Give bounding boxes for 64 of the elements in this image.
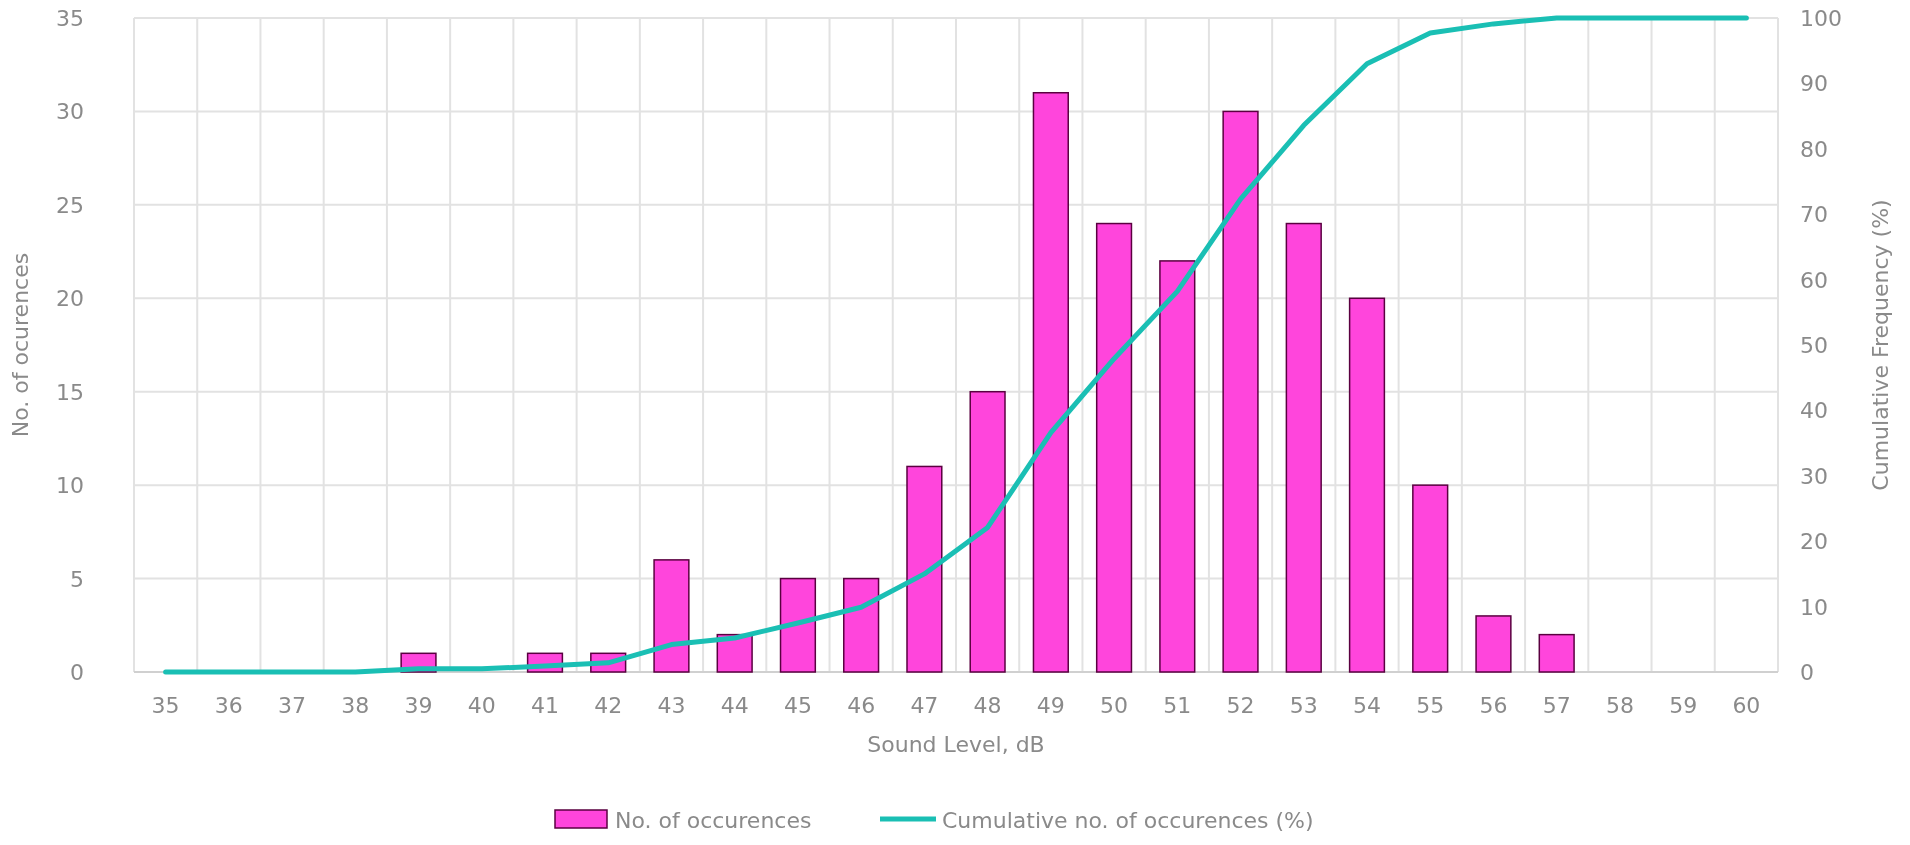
bar <box>969 390 1006 673</box>
x-tick-label: 42 <box>594 693 623 718</box>
y-tick-label: 10 <box>56 473 84 499</box>
y2-tick-label: 40 <box>1800 398 1828 424</box>
bar <box>843 577 880 673</box>
bar <box>1159 260 1196 673</box>
legend-label: Cumulative no. of occurences (%) <box>942 808 1314 833</box>
x-tick-label: 54 <box>1353 693 1381 718</box>
y2-tick-label: 30 <box>1800 463 1828 489</box>
x-tick-label: 55 <box>1416 693 1445 718</box>
x-tick-label: 41 <box>531 693 559 718</box>
legend-label: No. of occurences <box>615 808 812 833</box>
bar <box>1032 91 1069 673</box>
y2-tick-label: 20 <box>1800 529 1828 555</box>
y2-tick-label: 80 <box>1800 136 1828 162</box>
y-tick-label: 5 <box>70 566 84 592</box>
x-tick-label: 51 <box>1163 693 1192 718</box>
y2-tick-label: 0 <box>1800 660 1814 685</box>
y2-tick-label: 50 <box>1800 333 1828 358</box>
x-tick-label: 43 <box>657 693 686 718</box>
x-tick-label: 44 <box>720 693 749 718</box>
y2-tick-label: 70 <box>1800 202 1828 228</box>
x-tick-label: 59 <box>1669 693 1698 718</box>
y-tick-label: 30 <box>56 99 84 125</box>
x-tick-label: 57 <box>1542 693 1571 718</box>
x-tick-label: 39 <box>404 693 433 718</box>
bar <box>1222 110 1259 673</box>
bar <box>653 559 690 673</box>
x-tick-label: 50 <box>1100 693 1129 718</box>
x-tick-label: 56 <box>1479 693 1508 718</box>
y2-tick-label: 10 <box>1800 594 1828 620</box>
x-tick-label: 52 <box>1226 693 1255 718</box>
y2-axis-title: Cumulative Frequency (%) <box>1868 199 1893 491</box>
bar <box>1475 615 1512 673</box>
x-tick-label: 40 <box>467 693 496 718</box>
x-tick-label: 45 <box>783 693 812 718</box>
y2-tick-label: 60 <box>1800 267 1828 293</box>
y-tick-label: 0 <box>70 660 84 685</box>
x-tick-label: 53 <box>1289 693 1318 718</box>
x-tick-label: 46 <box>847 693 876 718</box>
x-tick-label: 58 <box>1605 693 1634 718</box>
x-tick-label: 38 <box>341 693 370 718</box>
x-axis-title: Sound Level, dB <box>867 732 1045 757</box>
y2-tick-label: 100 <box>1800 6 1842 31</box>
x-tick-label: 35 <box>151 693 180 718</box>
x-tick-label: 48 <box>973 693 1002 718</box>
bar <box>1538 633 1575 673</box>
y-tick-label: 25 <box>56 192 84 218</box>
bar <box>1095 222 1133 673</box>
x-tick-label: 60 <box>1732 693 1761 718</box>
bar <box>779 577 817 673</box>
y-tick-label: 35 <box>56 6 84 31</box>
x-tick-label: 47 <box>910 693 939 718</box>
bar <box>1412 484 1449 673</box>
y-tick-label: 20 <box>56 286 84 312</box>
y-tick-label: 15 <box>56 379 84 405</box>
x-tick-label: 49 <box>1036 693 1065 718</box>
bar <box>906 465 943 673</box>
y-axis-title: No. of ocurences <box>8 252 33 438</box>
y2-tick-label: 90 <box>1800 71 1828 97</box>
x-tick-label: 36 <box>214 693 243 718</box>
x-tick-label: 37 <box>278 693 307 718</box>
bar <box>1348 297 1386 673</box>
bar <box>1285 222 1322 673</box>
